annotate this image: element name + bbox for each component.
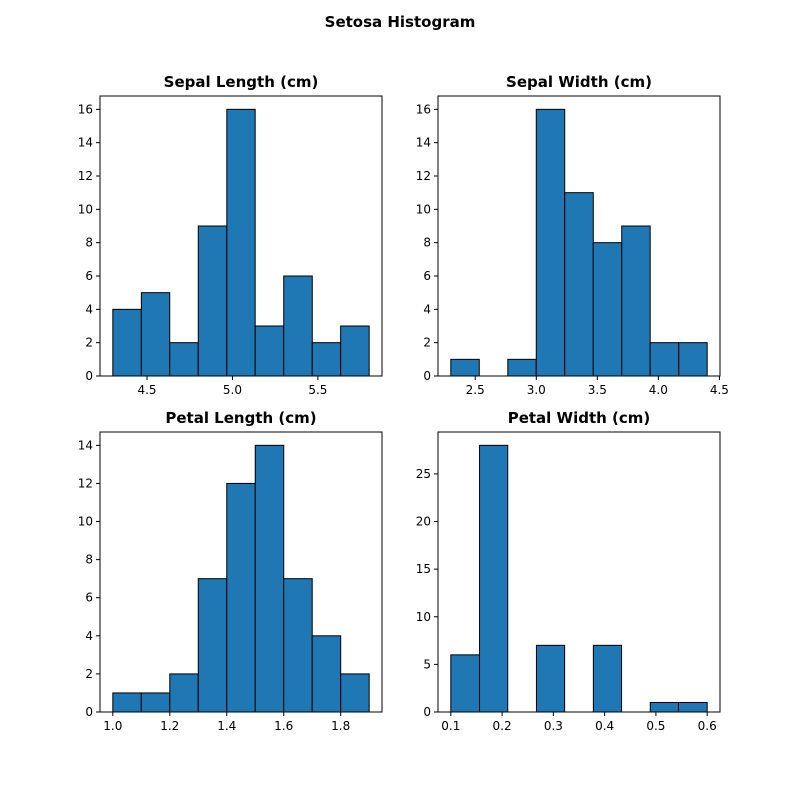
x-tick-label: 4.5 [137, 383, 156, 397]
y-tick-label: 10 [416, 610, 431, 624]
y-tick-label: 5 [423, 657, 431, 671]
bar [564, 192, 594, 377]
y-tick-label: 6 [85, 269, 93, 283]
x-tick-label: 3.5 [588, 383, 607, 397]
bar [535, 644, 566, 713]
bar [226, 482, 256, 713]
bar [311, 342, 342, 377]
bar [507, 358, 537, 377]
x-tick-label: 4.0 [649, 383, 668, 397]
y-tick-label: 8 [85, 553, 93, 567]
y-tick-label: 16 [416, 102, 431, 116]
bar [197, 578, 228, 713]
bar [140, 692, 171, 713]
y-tick-label: 0 [85, 369, 93, 383]
y-tick-label: 4 [85, 302, 93, 316]
y-tick-label: 14 [78, 438, 93, 452]
subplot-title: Sepal Width (cm) [506, 73, 652, 91]
y-tick-label: 25 [416, 467, 431, 481]
y-tick-label: 4 [423, 302, 431, 316]
y-tick-label: 16 [78, 102, 93, 116]
x-tick-label: 0.4 [595, 719, 614, 733]
y-tick-label: 14 [416, 136, 431, 150]
bar [535, 108, 566, 377]
axes-frame [437, 95, 721, 377]
bar [450, 358, 480, 377]
bar [140, 292, 171, 377]
y-tick-label: 10 [78, 515, 93, 529]
x-tick-label: 2.5 [466, 383, 485, 397]
bar [677, 701, 708, 713]
x-tick-label: 1.6 [274, 719, 293, 733]
x-tick-label: 3.0 [527, 383, 546, 397]
x-tick-label: 5.5 [308, 383, 327, 397]
bar [592, 242, 623, 377]
x-tick-label: 0.2 [493, 719, 512, 733]
bar [197, 225, 228, 377]
bar [311, 635, 342, 713]
y-tick-label: 2 [85, 336, 93, 350]
axes-frame [99, 95, 383, 377]
y-tick-label: 0 [85, 705, 93, 719]
bar [649, 701, 679, 713]
subplot-title: Sepal Length (cm) [164, 73, 319, 91]
bar [340, 325, 370, 377]
y-tick-label: 6 [423, 269, 431, 283]
y-tick-label: 0 [423, 705, 431, 719]
bar [169, 342, 199, 377]
bar [621, 225, 651, 377]
bar [283, 275, 313, 377]
y-tick-label: 2 [85, 667, 93, 681]
y-tick-label: 2 [423, 336, 431, 350]
axes-frame [99, 431, 383, 713]
subplot-title: Petal Length (cm) [165, 409, 316, 427]
bar [450, 654, 481, 713]
bar [283, 578, 313, 713]
bar [169, 673, 199, 713]
axes-frame [437, 431, 721, 713]
y-tick-label: 20 [416, 515, 431, 529]
x-tick-label: 1.4 [217, 719, 236, 733]
x-tick-label: 0.6 [698, 719, 717, 733]
bar [254, 444, 285, 713]
bar [112, 692, 142, 713]
x-tick-label: 0.3 [544, 719, 563, 733]
bar [340, 673, 370, 713]
y-tick-label: 12 [416, 169, 431, 183]
bar [649, 342, 680, 377]
bar [254, 325, 285, 377]
x-tick-label: 1.2 [160, 719, 179, 733]
x-tick-label: 0.1 [441, 719, 460, 733]
y-tick-label: 6 [85, 591, 93, 605]
bar [112, 308, 142, 377]
bar [226, 108, 256, 377]
x-tick-label: 0.5 [646, 719, 665, 733]
bar [479, 444, 509, 713]
y-tick-label: 0 [423, 369, 431, 383]
bar [678, 342, 708, 377]
x-tick-label: 1.0 [103, 719, 122, 733]
y-tick-label: 12 [78, 476, 93, 490]
x-tick-label: 4.5 [710, 383, 729, 397]
subplot-title: Petal Width (cm) [508, 409, 651, 427]
y-tick-label: 12 [78, 169, 93, 183]
y-tick-label: 14 [78, 136, 93, 150]
y-tick-label: 15 [416, 562, 431, 576]
y-tick-label: 10 [78, 202, 93, 216]
x-tick-label: 5.0 [223, 383, 242, 397]
bar [592, 644, 623, 713]
figure-title: Setosa Histogram [325, 13, 476, 31]
y-tick-label: 4 [85, 629, 93, 643]
x-tick-label: 1.8 [331, 719, 350, 733]
y-tick-label: 10 [416, 202, 431, 216]
y-tick-label: 8 [423, 236, 431, 250]
y-tick-label: 8 [85, 236, 93, 250]
